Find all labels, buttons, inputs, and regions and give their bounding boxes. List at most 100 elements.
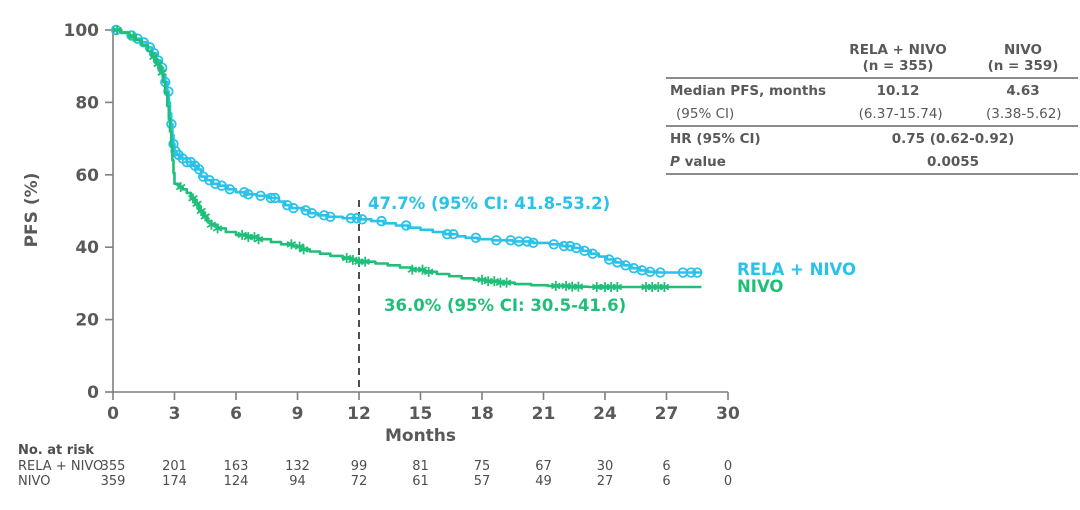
censor-mark-asterisk	[128, 33, 139, 40]
censor-mark-asterisk	[253, 235, 264, 243]
risk-count: 49	[535, 474, 552, 489]
censor-mark-asterisk	[573, 283, 584, 290]
results-median-rela-nivo: 10.12	[876, 82, 920, 99]
x-axis-title: Months	[384, 426, 457, 446]
results-header-nivo-name: NIVO	[1003, 42, 1042, 58]
censor-mark-circle	[441, 228, 453, 240]
censor-mark-circle	[351, 213, 363, 224]
results-row-pvalue-label: P value	[670, 153, 726, 170]
censor-mark-circle	[318, 210, 330, 221]
results-row-hr-label: HR (95% CI)	[670, 130, 761, 147]
y-tick-label: 20	[75, 311, 99, 331]
results-row-ci-label: (95% CI)	[676, 105, 735, 122]
risk-count: 6	[662, 474, 671, 489]
results-header-rela-nivo: RELA + NIVO (n = 355)	[828, 42, 968, 74]
risk-count: 6	[662, 459, 671, 474]
x-tick-label: 18	[470, 404, 494, 424]
risk-row-label-rela-nivo: RELA + NIVO	[18, 459, 104, 474]
censor-mark-circle	[470, 232, 482, 243]
risk-count: 0	[723, 459, 733, 474]
censor-mark-asterisk	[407, 266, 418, 273]
censor-mark-circle	[558, 240, 570, 252]
censor-mark-asterisk	[188, 195, 198, 202]
censor-mark-circle	[255, 190, 266, 201]
censor-mark-asterisk	[298, 246, 309, 253]
censor-mark-asterisk	[200, 213, 211, 220]
censor-mark-asterisk	[592, 283, 602, 291]
results-hr-value: 0.75 (0.62-0.92)	[891, 130, 1015, 147]
x-tick-label: 12	[347, 404, 371, 424]
censor-mark-asterisk	[417, 266, 428, 273]
censor-mark-asterisk	[149, 53, 159, 61]
results-header-nivo-n: (n = 359)	[987, 58, 1059, 74]
censor-mark-circle	[376, 215, 387, 227]
censor-mark-circle	[269, 192, 281, 204]
risk-table-title: No. at risk	[18, 443, 95, 458]
risk-count: 75	[473, 459, 491, 474]
risk-count: 124	[223, 474, 249, 489]
risk-count: 355	[100, 459, 126, 474]
censor-mark-circle	[288, 202, 299, 214]
results-row-median-label: Median PFS, months	[670, 82, 827, 99]
curve-label-rela-nivo: RELA + NIVO	[737, 260, 857, 279]
censor-mark-circle	[587, 248, 598, 259]
censor-mark-asterisk	[192, 200, 202, 208]
censor-mark-asterisk	[112, 26, 122, 34]
results-table-header: RELA + NIVO (n = 355) NIVO (n = 359)	[666, 42, 1078, 79]
censor-mark-asterisk	[341, 254, 352, 262]
censor-mark-asterisk	[237, 231, 247, 239]
risk-count: 201	[162, 459, 187, 474]
censor-mark-circle	[548, 239, 559, 250]
censor-mark-asterisk	[157, 69, 167, 76]
y-tick-label: 40	[75, 238, 99, 258]
x-tick-label: 9	[292, 404, 304, 424]
censor-mark-circle	[644, 266, 656, 278]
curve-label-nivo: NIVO	[737, 277, 784, 296]
risk-count: 27	[596, 474, 614, 489]
censor-mark-asterisk	[423, 268, 434, 276]
risk-count: 72	[350, 474, 368, 489]
censor-mark-asterisk	[196, 207, 206, 215]
censor-mark-circle	[224, 184, 236, 195]
risk-count: 81	[412, 459, 429, 474]
censor-mark-asterisk	[153, 60, 163, 68]
y-tick-label: 0	[87, 383, 99, 403]
censor-mark-circle	[448, 228, 459, 240]
censor-mark-circle	[685, 267, 697, 278]
results-row-pvalue: P value 0.0055	[666, 150, 1078, 175]
x-tick-label: 0	[107, 404, 119, 424]
x-tick-label: 3	[169, 404, 181, 424]
censor-mark-circle	[356, 214, 368, 225]
risk-count: 174	[162, 474, 187, 489]
x-tick-label: 27	[655, 404, 679, 424]
censor-mark-asterisk	[360, 258, 370, 265]
risk-count: 67	[535, 459, 552, 474]
censor-mark-circle	[300, 205, 311, 216]
censor-mark-circle	[265, 192, 277, 204]
censor-mark-asterisk	[659, 283, 670, 291]
censor-mark-circle	[400, 220, 412, 231]
risk-count: 94	[289, 474, 306, 489]
censor-mark-circle	[166, 118, 177, 130]
risk-row-label-nivo: NIVO	[18, 474, 51, 489]
y-tick-label: 60	[75, 166, 99, 186]
censor-mark-circle	[210, 178, 221, 190]
results-ci-rela-nivo: (6.37-15.74)	[858, 105, 943, 122]
results-median-nivo: 4.63	[1006, 82, 1040, 99]
results-header-nivo: NIVO (n = 359)	[968, 42, 1078, 74]
censor-mark-asterisk	[286, 241, 297, 248]
y-tick-label: 100	[64, 21, 100, 41]
censor-mark-circle	[138, 37, 149, 48]
censor-mark-circle	[345, 213, 357, 224]
y-tick-label: 80	[75, 93, 99, 113]
risk-count: 0	[723, 474, 733, 489]
censor-mark-asterisk	[175, 183, 186, 191]
censor-mark-circle	[564, 240, 576, 252]
censor-mark-circle	[521, 236, 533, 247]
x-tick-label: 30	[716, 404, 740, 424]
x-tick-label: 21	[532, 404, 556, 424]
risk-count: 57	[473, 474, 491, 489]
x-tick-label: 24	[593, 404, 617, 424]
results-row-ci: (95% CI) (6.37-15.74) (3.38-5.62)	[666, 102, 1078, 127]
